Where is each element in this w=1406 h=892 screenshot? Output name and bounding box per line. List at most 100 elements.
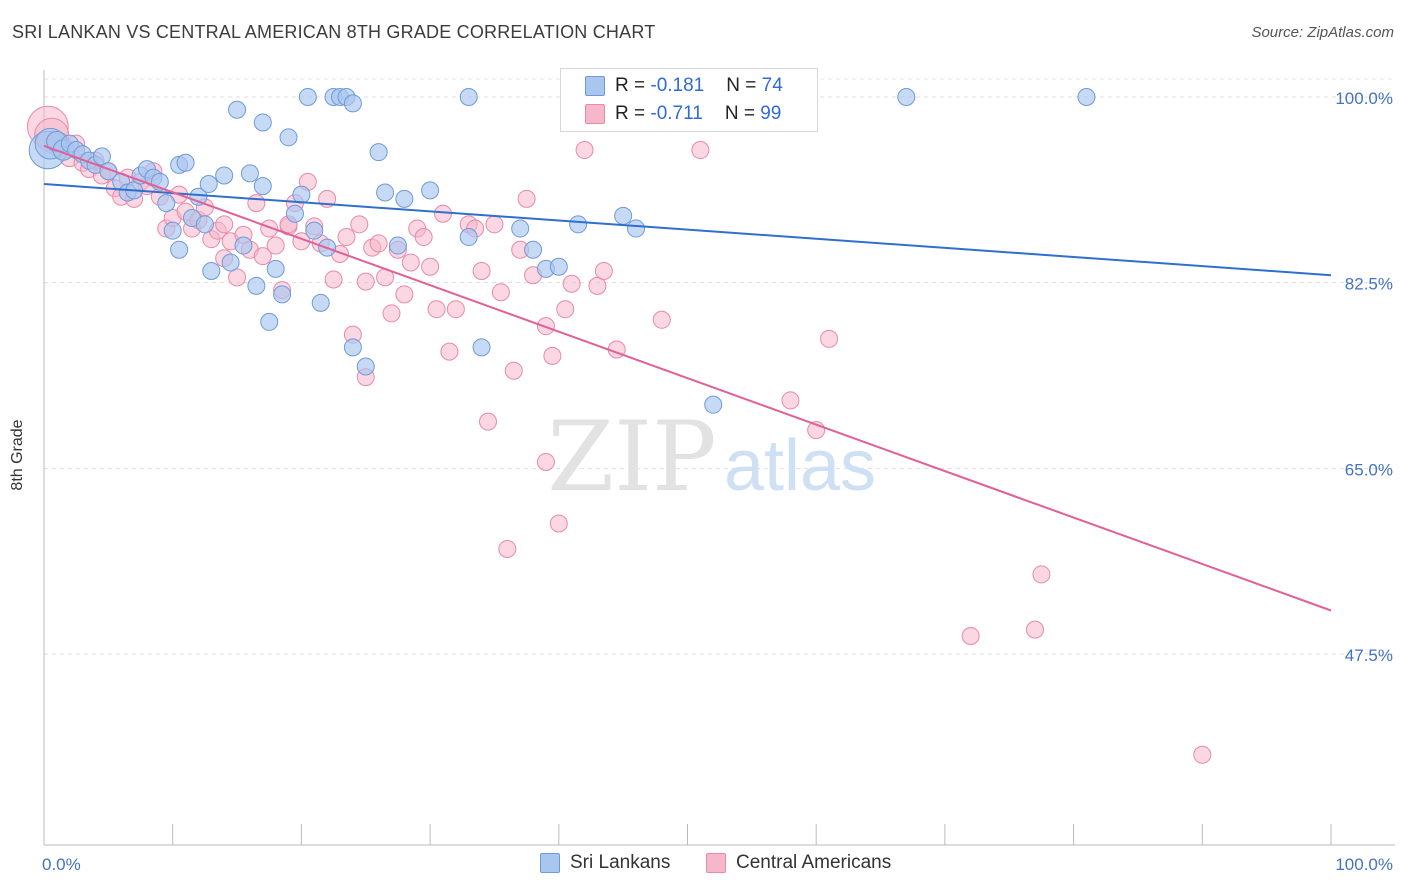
central-americans-point: [260, 219, 279, 238]
central-americans-point: [536, 452, 555, 471]
central-americans-point: [479, 412, 498, 431]
central-americans-point: [691, 141, 710, 160]
legend-r-value: -0.711: [650, 103, 703, 124]
sri-lankans-trendline: [43, 183, 1332, 277]
legend-n-value: 74: [761, 75, 783, 96]
sri-lankans-point: [343, 94, 362, 113]
sri-lankans-point: [421, 181, 440, 200]
x-tick-label-max: 100.0%: [1335, 855, 1393, 874]
legend-swatch-pink: [585, 104, 605, 124]
legend-r-label: R =: [615, 103, 651, 124]
central-americans-trendline: [43, 144, 1332, 612]
legend-swatch-pink: [706, 853, 726, 873]
central-americans-point: [253, 247, 272, 266]
central-americans-point: [414, 228, 433, 247]
central-americans-point: [266, 236, 285, 255]
stats-legend: R = -0.181 N = 74 R = -0.711 N = 99: [560, 68, 818, 132]
sri-lankans-point: [897, 88, 916, 106]
sri-lankans-point: [343, 338, 362, 357]
central-americans-point: [549, 514, 568, 533]
central-americans-point: [961, 626, 980, 645]
central-americans-point: [382, 304, 401, 323]
central-americans-point: [543, 346, 562, 365]
sri-lankans-points: [28, 88, 1096, 414]
trendlines: [43, 144, 1332, 612]
central-americans-point: [491, 283, 510, 302]
sri-lankans-point: [228, 100, 247, 119]
sri-lankans-point: [704, 395, 723, 414]
sri-lankans-point: [273, 285, 292, 304]
legend-item-central-americans: Central Americans: [706, 852, 891, 874]
legend-swatch-blue: [540, 853, 560, 873]
central-americans-point: [485, 215, 504, 234]
sri-lankans-point: [234, 236, 253, 255]
sri-lankans-point: [260, 312, 279, 331]
sri-lankans-point: [202, 261, 221, 280]
central-americans-point: [1032, 565, 1051, 584]
y-tick-label: 47.5%: [1345, 646, 1393, 665]
sri-lankans-point: [614, 206, 633, 225]
central-americans-point: [247, 194, 266, 213]
sri-lankans-point: [253, 177, 272, 196]
sri-lankans-point: [388, 236, 407, 255]
legend-swatch-blue: [585, 76, 605, 96]
sri-lankans-point: [305, 221, 324, 240]
sri-lankans-point: [195, 215, 214, 234]
central-americans-point: [504, 361, 523, 380]
central-americans-point: [562, 274, 581, 293]
legend-label: Central Americans: [736, 852, 892, 873]
sri-lankans-point: [472, 338, 491, 357]
sri-lankans-point: [247, 276, 266, 295]
sri-lankans-point: [1077, 88, 1096, 106]
axes: [43, 70, 1395, 846]
central-americans-point: [395, 285, 414, 304]
central-americans-point: [369, 234, 388, 253]
central-americans-point: [472, 261, 491, 280]
sri-lankans-point: [369, 143, 388, 162]
central-americans-point: [324, 270, 343, 289]
sri-lankans-point: [459, 88, 478, 106]
sri-lankans-point: [253, 113, 272, 132]
legend-row-sri-lankans: R = -0.181 N = 74: [585, 75, 783, 99]
legend-row-central-americans: R = -0.711 N = 99: [585, 103, 781, 127]
sri-lankans-point: [285, 204, 304, 223]
central-americans-point: [228, 268, 247, 287]
sri-lankans-point: [292, 185, 311, 204]
sri-lankans-point: [356, 357, 375, 376]
sri-lankans-point: [395, 189, 414, 208]
watermark-zip: ZIP: [547, 401, 716, 513]
y-tick-label: 82.5%: [1345, 275, 1393, 294]
central-americans-point: [820, 329, 839, 348]
legend-n-value: 99: [760, 103, 782, 124]
sri-lankans-point: [549, 257, 568, 276]
sri-lankans-point: [627, 219, 646, 238]
source-label: Source: ZipAtlas.com: [1251, 24, 1394, 41]
central-americans-point: [517, 189, 536, 208]
sri-lankans-point: [240, 164, 259, 183]
sri-lankans-point: [92, 147, 111, 166]
central-americans-point: [446, 300, 465, 319]
chart-title: SRI LANKAN VS CENTRAL AMERICAN 8TH GRADE…: [12, 22, 656, 42]
sri-lankans-point: [176, 153, 195, 172]
x-tick-label-min: 0.0%: [42, 855, 81, 874]
central-americans-point: [1193, 745, 1212, 764]
central-americans-point: [1025, 620, 1044, 639]
sri-lankans-point: [311, 293, 330, 312]
sri-lankans-point: [376, 183, 395, 202]
sri-lankans-point: [298, 88, 317, 106]
central-americans-point: [421, 257, 440, 276]
central-americans-point: [556, 300, 575, 319]
sri-lankans-point: [221, 253, 240, 272]
sri-lankans-point: [266, 259, 285, 278]
watermark-atlas: atlas: [724, 426, 876, 506]
sri-lankans-point: [569, 215, 588, 234]
sri-lankans-point: [215, 166, 234, 185]
central-americans-point: [575, 141, 594, 160]
central-americans-point: [781, 391, 800, 410]
watermark: ZIP atlas: [547, 401, 876, 513]
central-americans-point: [401, 253, 420, 272]
sri-lankans-point: [524, 240, 543, 259]
legend-item-sri-lankans: Sri Lankans: [540, 852, 670, 874]
sri-lankans-point: [279, 128, 298, 147]
